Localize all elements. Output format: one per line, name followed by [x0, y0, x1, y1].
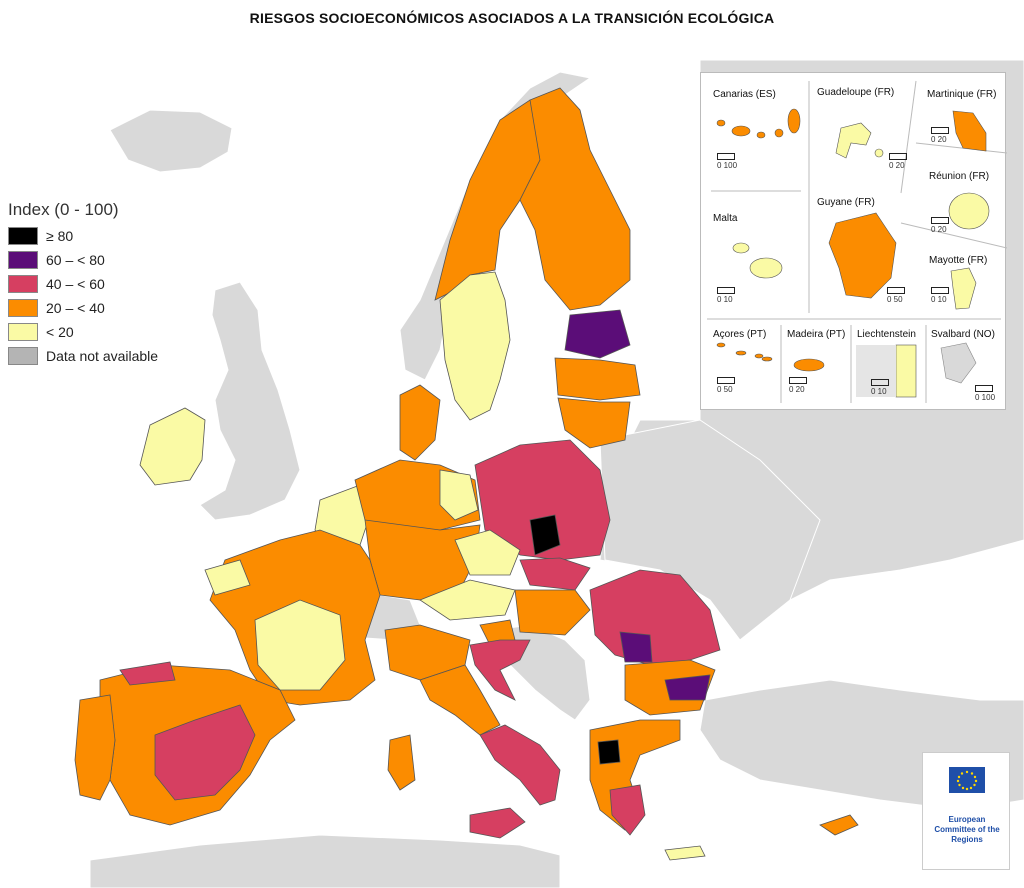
inset-label-liechtenstein: Liechtenstein	[857, 329, 916, 340]
scale-reunion: 0 20	[931, 217, 949, 234]
legend-item: 40 – < 60	[8, 272, 198, 296]
legend-swatch	[8, 227, 38, 245]
canarias-islands	[716, 108, 801, 139]
legend-label: 40 – < 60	[46, 276, 105, 292]
region-bulgaria-se	[664, 674, 711, 701]
region-germany-east	[439, 469, 479, 521]
scale-acores: 0 50	[717, 377, 735, 394]
eu-flag-icon	[949, 767, 985, 793]
inset-label-guyane: Guyane (FR)	[817, 197, 875, 208]
eu-regions	[74, 87, 859, 861]
liechtenstein-surroundings	[856, 345, 896, 397]
region-hungary	[514, 589, 591, 636]
legend-title: Index (0 - 100)	[8, 200, 119, 219]
cor-logo: European Committee of the Regions	[922, 752, 1010, 870]
region-greece-wm	[597, 739, 621, 765]
region-denmark	[399, 384, 441, 461]
region-romania-sw	[619, 631, 653, 663]
region-france-west	[204, 559, 251, 596]
martinique-island	[952, 110, 987, 152]
inset-label-guadeloupe: Guadeloupe (FR)	[817, 87, 895, 98]
region-poland-silesia	[529, 514, 561, 556]
region-sweden-south	[439, 271, 511, 421]
mayotte-island	[950, 267, 977, 310]
guadeloupe-island	[835, 122, 884, 159]
region-austria	[419, 579, 516, 621]
region-spain-centre	[154, 704, 256, 801]
region-finland	[519, 87, 631, 311]
legend-swatch	[8, 347, 38, 365]
legend-label: < 20	[46, 324, 74, 340]
region-france-centre	[254, 599, 346, 691]
madeira-island	[793, 358, 825, 372]
scale-canarias: 0 100	[717, 153, 737, 170]
region-italy-south	[479, 724, 561, 806]
region-sardinia	[387, 734, 416, 791]
legend-label: Data not available	[46, 348, 159, 364]
region-cyprus	[819, 814, 859, 836]
region-lithuania	[557, 397, 631, 449]
region-czechia	[454, 529, 521, 576]
svalbard-islands	[940, 342, 977, 384]
liechtenstein-territory	[895, 344, 917, 398]
legend: Index (0 - 100) ≥ 80 60 – < 80 40 – < 60…	[8, 200, 198, 368]
region-latvia	[554, 357, 641, 401]
inset-label-reunion: Réunion (FR)	[929, 171, 990, 182]
legend-swatch	[8, 323, 38, 341]
scale-madeira: 0 20	[789, 377, 807, 394]
inset-frames	[707, 80, 1007, 403]
legend-label: 60 – < 80	[46, 252, 105, 268]
scale-martinique: 0 20	[931, 127, 949, 144]
legend-swatch	[8, 251, 38, 269]
inset-label-madeira: Madeira (PT)	[787, 329, 846, 340]
region-spain-north	[119, 661, 176, 686]
region-ireland	[139, 407, 206, 486]
reunion-island	[948, 192, 990, 230]
map-title: RIESGOS SOCIOECONÓMICOS ASOCIADOS A LA T…	[249, 10, 775, 26]
region-slovakia	[519, 557, 591, 591]
outermost-regions-insets: Canarias (ES) 0 100 Guadeloupe (FR) 0 20…	[700, 72, 1007, 410]
legend-label: ≥ 80	[46, 228, 74, 244]
scale-guyane: 0 50	[887, 287, 905, 304]
region-italy-centre	[419, 664, 501, 736]
legend-swatch	[8, 275, 38, 293]
inset-label-svalbard: Svalbard (NO)	[931, 329, 995, 340]
inset-label-malta: Malta	[713, 213, 738, 224]
malta-islands	[732, 242, 783, 279]
region-sicily	[469, 807, 526, 839]
region-greece-south	[609, 784, 646, 836]
legend-item: 60 – < 80	[8, 248, 198, 272]
legend-item: 20 – < 40	[8, 296, 198, 320]
inset-label-acores: Açores (PT)	[713, 329, 767, 340]
inset-label-canarias: Canarias (ES)	[713, 89, 776, 100]
legend-label: 20 – < 40	[46, 300, 105, 316]
cor-name: European Committee of the Regions	[934, 815, 1000, 844]
scale-svalbard: 0 100	[975, 385, 995, 402]
legend-item: ≥ 80	[8, 224, 198, 248]
guyane-territory	[828, 212, 897, 299]
legend-item: < 20	[8, 320, 198, 344]
region-estonia	[564, 309, 631, 359]
scale-malta: 0 10	[717, 287, 735, 304]
inset-label-mayotte: Mayotte (FR)	[929, 255, 988, 266]
acores-islands	[716, 342, 773, 362]
region-croatia	[469, 639, 531, 701]
legend-swatch	[8, 299, 38, 317]
inset-label-martinique: Martinique (FR)	[927, 89, 997, 100]
scale-guadeloupe: 0 20	[889, 153, 907, 170]
legend-item: Data not available	[8, 344, 198, 368]
region-portugal	[74, 694, 116, 801]
scale-liechtenstein: 0 10	[871, 379, 889, 396]
region-crete	[664, 845, 706, 861]
scale-mayotte: 0 10	[931, 287, 949, 304]
